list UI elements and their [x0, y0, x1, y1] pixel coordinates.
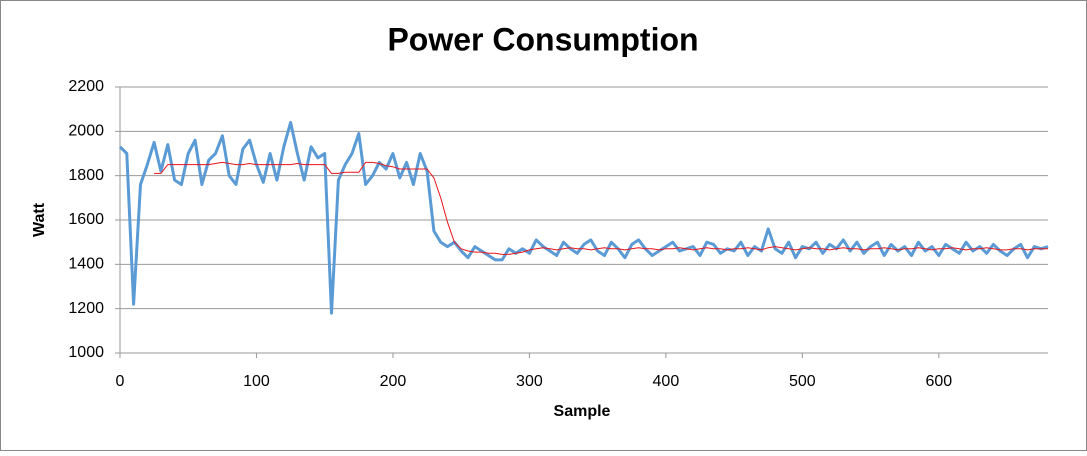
- x-tick-label: 600: [925, 373, 952, 390]
- y-axis-label: Watt: [31, 202, 48, 237]
- data-line: [118, 121, 1049, 315]
- chart-title: Power Consumption: [387, 21, 698, 57]
- y-tick-label: 1400: [68, 256, 104, 273]
- x-tick-label: 500: [789, 373, 816, 390]
- y-tick-label: 1600: [68, 211, 104, 228]
- y-tick-label: 2000: [68, 123, 104, 140]
- x-tick-label: 300: [516, 373, 543, 390]
- x-tick-label: 0: [116, 373, 125, 390]
- y-tick-label: 2200: [68, 78, 104, 95]
- x-tick-label: 400: [653, 373, 680, 390]
- x-axis-label: Sample: [554, 403, 611, 420]
- x-tick-label: 100: [243, 373, 270, 390]
- y-tick-label: 1000: [68, 344, 104, 361]
- x-tick-label: 200: [380, 373, 407, 390]
- y-tick-label: 1800: [68, 167, 104, 184]
- y-tick-label: 1200: [68, 300, 104, 317]
- data-line: [154, 161, 1048, 255]
